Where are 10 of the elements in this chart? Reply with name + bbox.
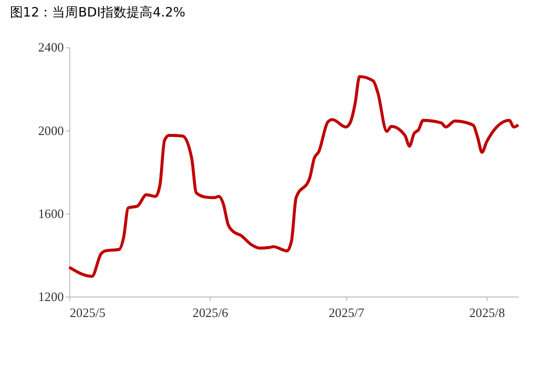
y-tick-label: 1600 [38,206,64,221]
x-tick-label: 2025/7 [328,306,365,320]
y-tick-label: 2400 [38,40,64,55]
y-tick-label: 2000 [38,124,64,138]
chart-title: 图12：当周BDI指数提高4.2% [10,4,186,21]
x-tick-label: 2025/8 [469,306,505,320]
y-tick-label: 1200 [38,290,64,304]
line-series [68,75,520,278]
x-tick-label: 2025/6 [192,306,229,320]
x-tick-label: 2025/5 [70,306,106,320]
